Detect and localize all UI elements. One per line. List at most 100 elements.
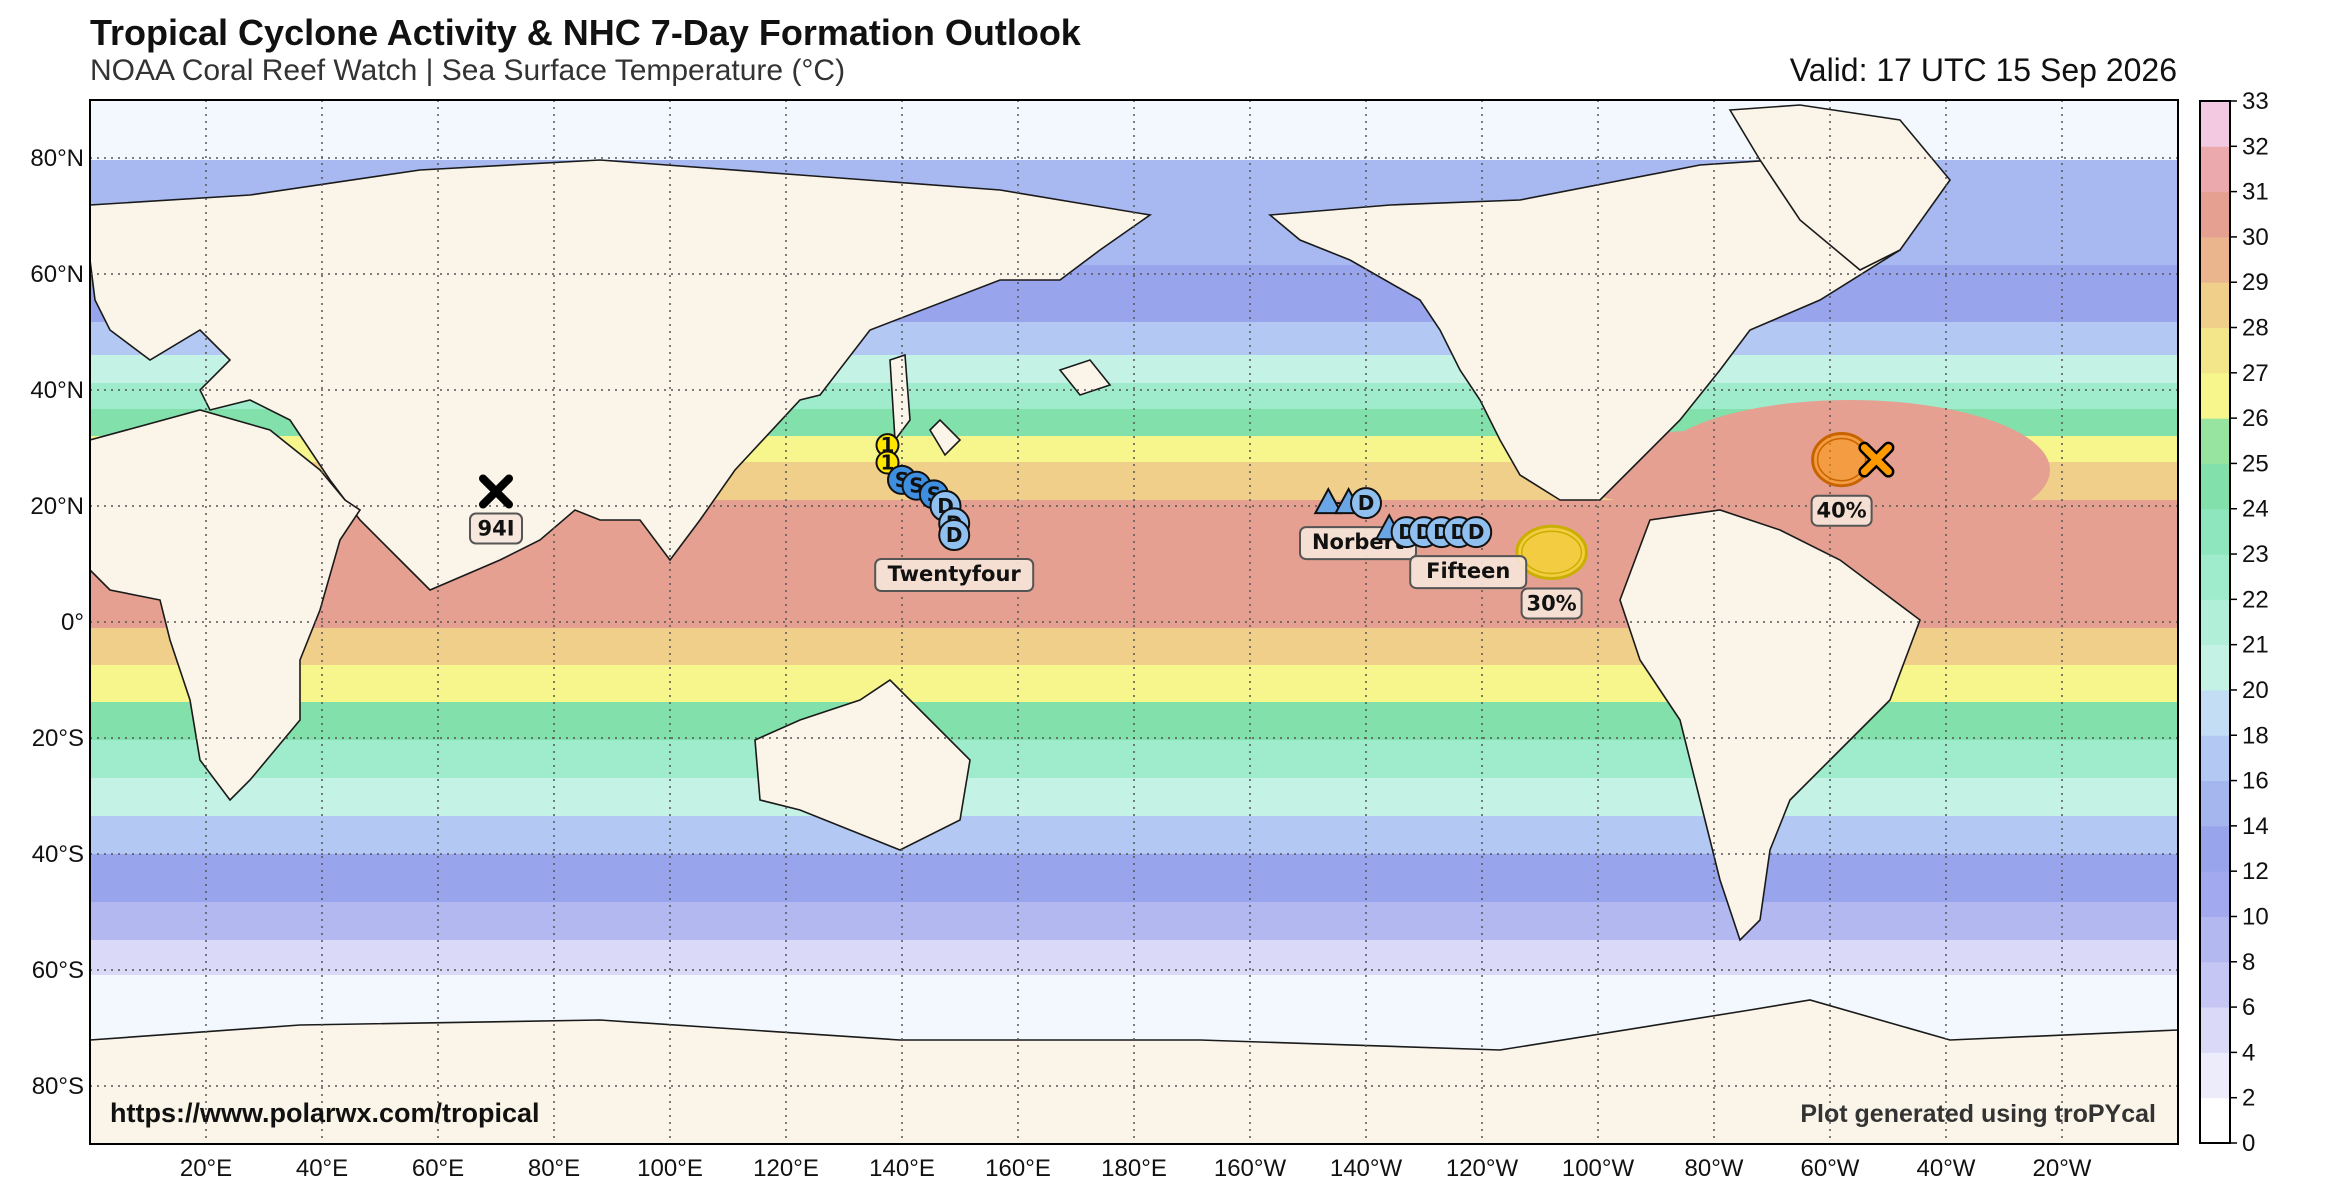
colorbar-tick-label: 24 [2242,496,2269,523]
colorbar-segment [2200,825,2230,872]
valid-time: Valid: 17 UTC 15 Sep 2026 [1789,52,2177,88]
australia [754,678,971,851]
map-frame [89,99,2179,1145]
lon-tick-label: 160°E [985,1155,1051,1182]
colorbar-tick-label: 21 [2242,632,2269,659]
colorbar-segment [2200,101,2230,147]
lat-tick-label: 80°S [32,1073,84,1100]
lon-tick-label: 140°E [869,1155,935,1182]
colorbar-tick-label: 25 [2242,450,2269,477]
islands [889,353,1112,457]
invest-x-icon [479,474,513,509]
source-url: https://www.polarwx.com/tropical [110,1098,540,1128]
colorbar-segment [2200,282,2230,329]
colorbar-tick-label: 6 [2242,994,2255,1021]
colorbar-tick-label: 14 [2242,813,2269,840]
colorbar-tick-label: 26 [2242,405,2269,432]
outlook-area-inner [1816,437,1867,482]
colorbar-segment [2200,1007,2230,1053]
colorbar-tick-label: 29 [2242,269,2269,296]
colorbar-segment [2200,463,2230,510]
graticule [90,100,2178,1144]
storm-point-triangle-icon [1313,487,1343,515]
colorbar-segment [2200,554,2230,600]
africa [90,409,362,802]
colorbar-tick-label: 27 [2242,360,2269,387]
outlook-probability-label: 40% [1816,499,1866,523]
storm-point-marker [1460,516,1493,549]
invest-label-box [469,512,523,545]
lon-tick-label: 40°W [1917,1155,1976,1182]
colorbar-tick-label: 20 [2242,677,2269,704]
storm-label-box [1409,555,1528,590]
colorbar-tick-label: 28 [2242,315,2269,342]
longitude-labels: 20°E 40°E 60°E 80°E 100°E 120°E 140°E 160°E 180°… [180,1155,2092,1182]
storm-point-letter: D [1468,520,1485,544]
outlook-areas: 30% 40% [1515,432,1895,620]
lon-tick-label: 180°E [1101,1155,1167,1182]
lon-tick-label: 140°W [1330,1155,1403,1182]
lon-tick-label: 20°E [180,1155,232,1182]
map-area: 30%40% 11SSSDDDTwentyfourDNorbertDDDDDFi… [90,100,2178,1144]
colorbar-tick-label: 10 [2242,903,2269,930]
storm-point-letter: D [1358,491,1375,515]
storm-label-box [874,558,1035,592]
storm-name-label: Fifteen [1426,559,1510,583]
colorbar-tick-label: 33 [2242,88,2269,115]
colorbar-tick-label: 30 [2242,224,2269,251]
lat-tick-label: 0° [61,609,84,636]
outlook-area-shape [1811,432,1873,488]
storm-tracks: 11SSSDDDTwentyfourDNorbertDDDDDFifteen94… [469,433,1528,592]
colorbar-tick-label: 31 [2242,179,2269,206]
lat-tick-label: 40°S [32,841,84,868]
lon-tick-label: 100°E [637,1155,703,1182]
storm-point-marker [938,519,971,551]
colorbar-segment [2200,689,2230,736]
colorbar-tick-label: 22 [2242,586,2269,613]
outlook-area-shape [1515,524,1588,581]
colorbar-segment [2200,871,2230,917]
outlook-area-inner [1521,530,1583,575]
colorbar-tick-label: 8 [2242,949,2255,976]
colorbar-segment [2200,780,2230,827]
eurasia [90,159,1153,591]
colorbar-tick-label: 2 [2242,1085,2255,1112]
colorbar-tick-label: 12 [2242,858,2269,885]
lon-tick-label: 120°E [753,1155,819,1182]
storm-name-label: Twentyfour [888,562,1022,586]
colorbar-tick-label: 32 [2242,133,2269,160]
colorbar-segment [2200,916,2230,963]
colorbar-segment [2200,735,2230,782]
colorbar-segment [2200,146,2230,193]
credit-text: Plot generated using troPYcal [1800,1100,2156,1128]
storm-point-letter: 1 [881,451,895,475]
colorbar-segment [2200,1052,2230,1099]
colorbar-tick-label: 23 [2242,541,2269,568]
outlook-probability-label: 30% [1526,592,1576,616]
outlook-label-box [1810,494,1873,527]
colorbar-segment [2200,236,2230,283]
lon-tick-label: 100°W [1562,1155,1635,1182]
colorbar-segment [2200,418,2230,464]
lon-tick-label: 80°E [528,1155,580,1182]
colorbar-segment [2200,508,2230,555]
lat-tick-label: 60°N [30,261,84,288]
colorbar-segment [2200,372,2230,419]
colorbar-segment [2200,191,2230,238]
lat-tick-label: 80°N [30,145,84,172]
lon-tick-label: 160°W [1214,1155,1287,1182]
colorbar-segment [2200,644,2230,691]
land-masses [90,104,2178,1144]
lon-tick-label: 40°E [296,1155,348,1182]
colorbar-segment [2200,961,2230,1008]
lon-tick-label: 60°W [1801,1155,1860,1182]
outlook-label-box [1520,587,1583,620]
invest-name-label: 94I [477,517,514,541]
map-subtitle: NOAA Coral Reef Watch | Sea Surface Temp… [90,54,846,87]
colorbar-segment [2200,327,2230,374]
antarctica [90,999,2178,1144]
colorbar-segment [2200,599,2230,646]
lon-tick-label: 60°E [412,1155,464,1182]
map-title: Tropical Cyclone Activity & NHC 7-Day Fo… [90,12,1081,53]
